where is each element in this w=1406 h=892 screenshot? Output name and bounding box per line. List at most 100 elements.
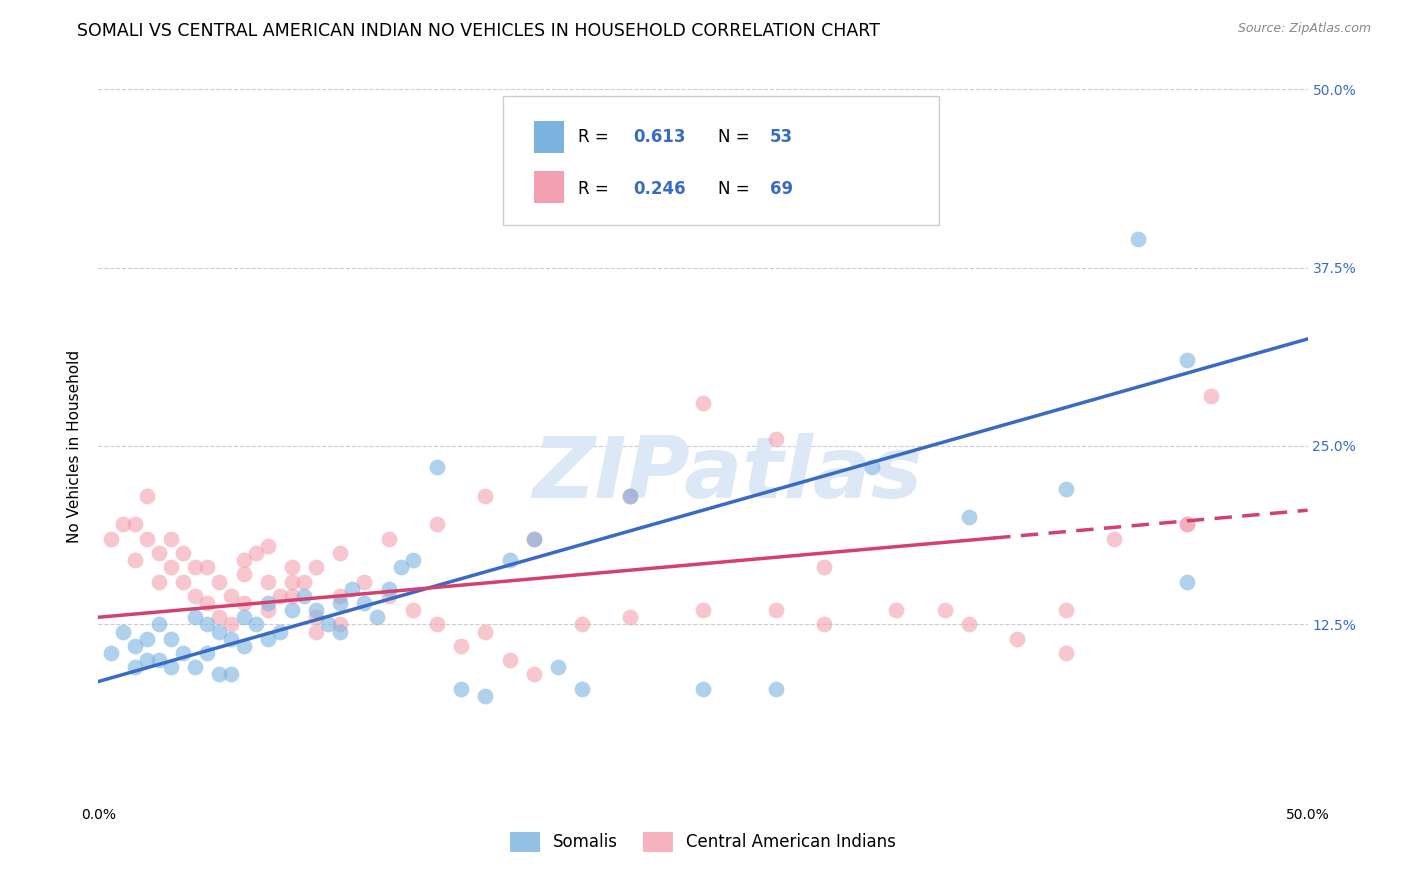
Point [329,624,352,639]
Point [148,574,170,589]
Point [160,532,183,546]
Text: R =: R = [578,180,614,198]
Point [221,589,243,603]
Text: 0.613: 0.613 [633,128,685,146]
Point [377,582,399,596]
Point [111,624,134,639]
Point [316,617,339,632]
Point [765,681,787,696]
Point [208,624,231,639]
Point [450,681,472,696]
Point [232,596,254,610]
Point [184,660,207,674]
Point [245,546,267,560]
Point [292,589,315,603]
Point [860,460,883,475]
Point [195,646,218,660]
Point [498,653,520,667]
Text: SOMALI VS CENTRAL AMERICAN INDIAN NO VEHICLES IN HOUSEHOLD CORRELATION CHART: SOMALI VS CENTRAL AMERICAN INDIAN NO VEH… [77,22,880,40]
Point [342,582,364,596]
Point [135,653,157,667]
Point [160,560,183,574]
Point [1054,482,1077,496]
Point [426,517,449,532]
Point [195,617,218,632]
Point [232,639,254,653]
Point [813,560,835,574]
Point [353,596,375,610]
Point [124,553,146,567]
Point [329,617,352,632]
Point [957,510,980,524]
Point [256,539,278,553]
Point [523,667,546,681]
Point [813,617,835,632]
Point [256,596,278,610]
Point [269,589,291,603]
Point [523,532,546,546]
Point [208,610,231,624]
Point [389,560,412,574]
Point [221,632,243,646]
Y-axis label: No Vehicles in Household: No Vehicles in Household [67,350,83,542]
Point [1054,603,1077,617]
Point [402,553,425,567]
Point [329,546,352,560]
Point [135,532,157,546]
Point [124,660,146,674]
Point [474,689,496,703]
Point [256,632,278,646]
Point [426,460,449,475]
FancyBboxPatch shape [534,121,564,153]
Point [619,489,641,503]
Point [256,603,278,617]
Point [1175,517,1198,532]
Text: ZIPatlas: ZIPatlas [531,433,922,516]
Point [886,603,908,617]
Point [100,646,122,660]
Point [305,610,328,624]
Point [135,489,157,503]
Point [1007,632,1029,646]
Point [292,574,315,589]
Point [111,517,134,532]
Text: Source: ZipAtlas.com: Source: ZipAtlas.com [1237,22,1371,36]
Point [184,589,207,603]
Point [957,617,980,632]
Point [160,660,183,674]
Point [329,589,352,603]
Point [692,603,714,617]
Point [100,532,122,546]
Point [124,639,146,653]
Point [450,639,472,653]
Point [547,660,569,674]
Point [184,560,207,574]
Point [692,681,714,696]
Point [172,546,194,560]
Point [245,617,267,632]
Point [571,617,593,632]
Point [208,574,231,589]
Point [195,596,218,610]
Point [172,574,194,589]
Point [208,667,231,681]
Text: N =: N = [717,128,755,146]
Point [221,617,243,632]
Point [765,603,787,617]
Point [1102,532,1125,546]
Point [474,489,496,503]
Point [692,396,714,410]
Point [232,553,254,567]
Point [148,653,170,667]
FancyBboxPatch shape [503,96,939,225]
Point [426,617,449,632]
Point [523,532,546,546]
Point [474,624,496,639]
Legend: Somalis, Central American Indians: Somalis, Central American Indians [503,825,903,859]
Point [135,632,157,646]
FancyBboxPatch shape [534,171,564,203]
Point [619,610,641,624]
Point [281,589,304,603]
Point [377,589,399,603]
Point [1175,517,1198,532]
